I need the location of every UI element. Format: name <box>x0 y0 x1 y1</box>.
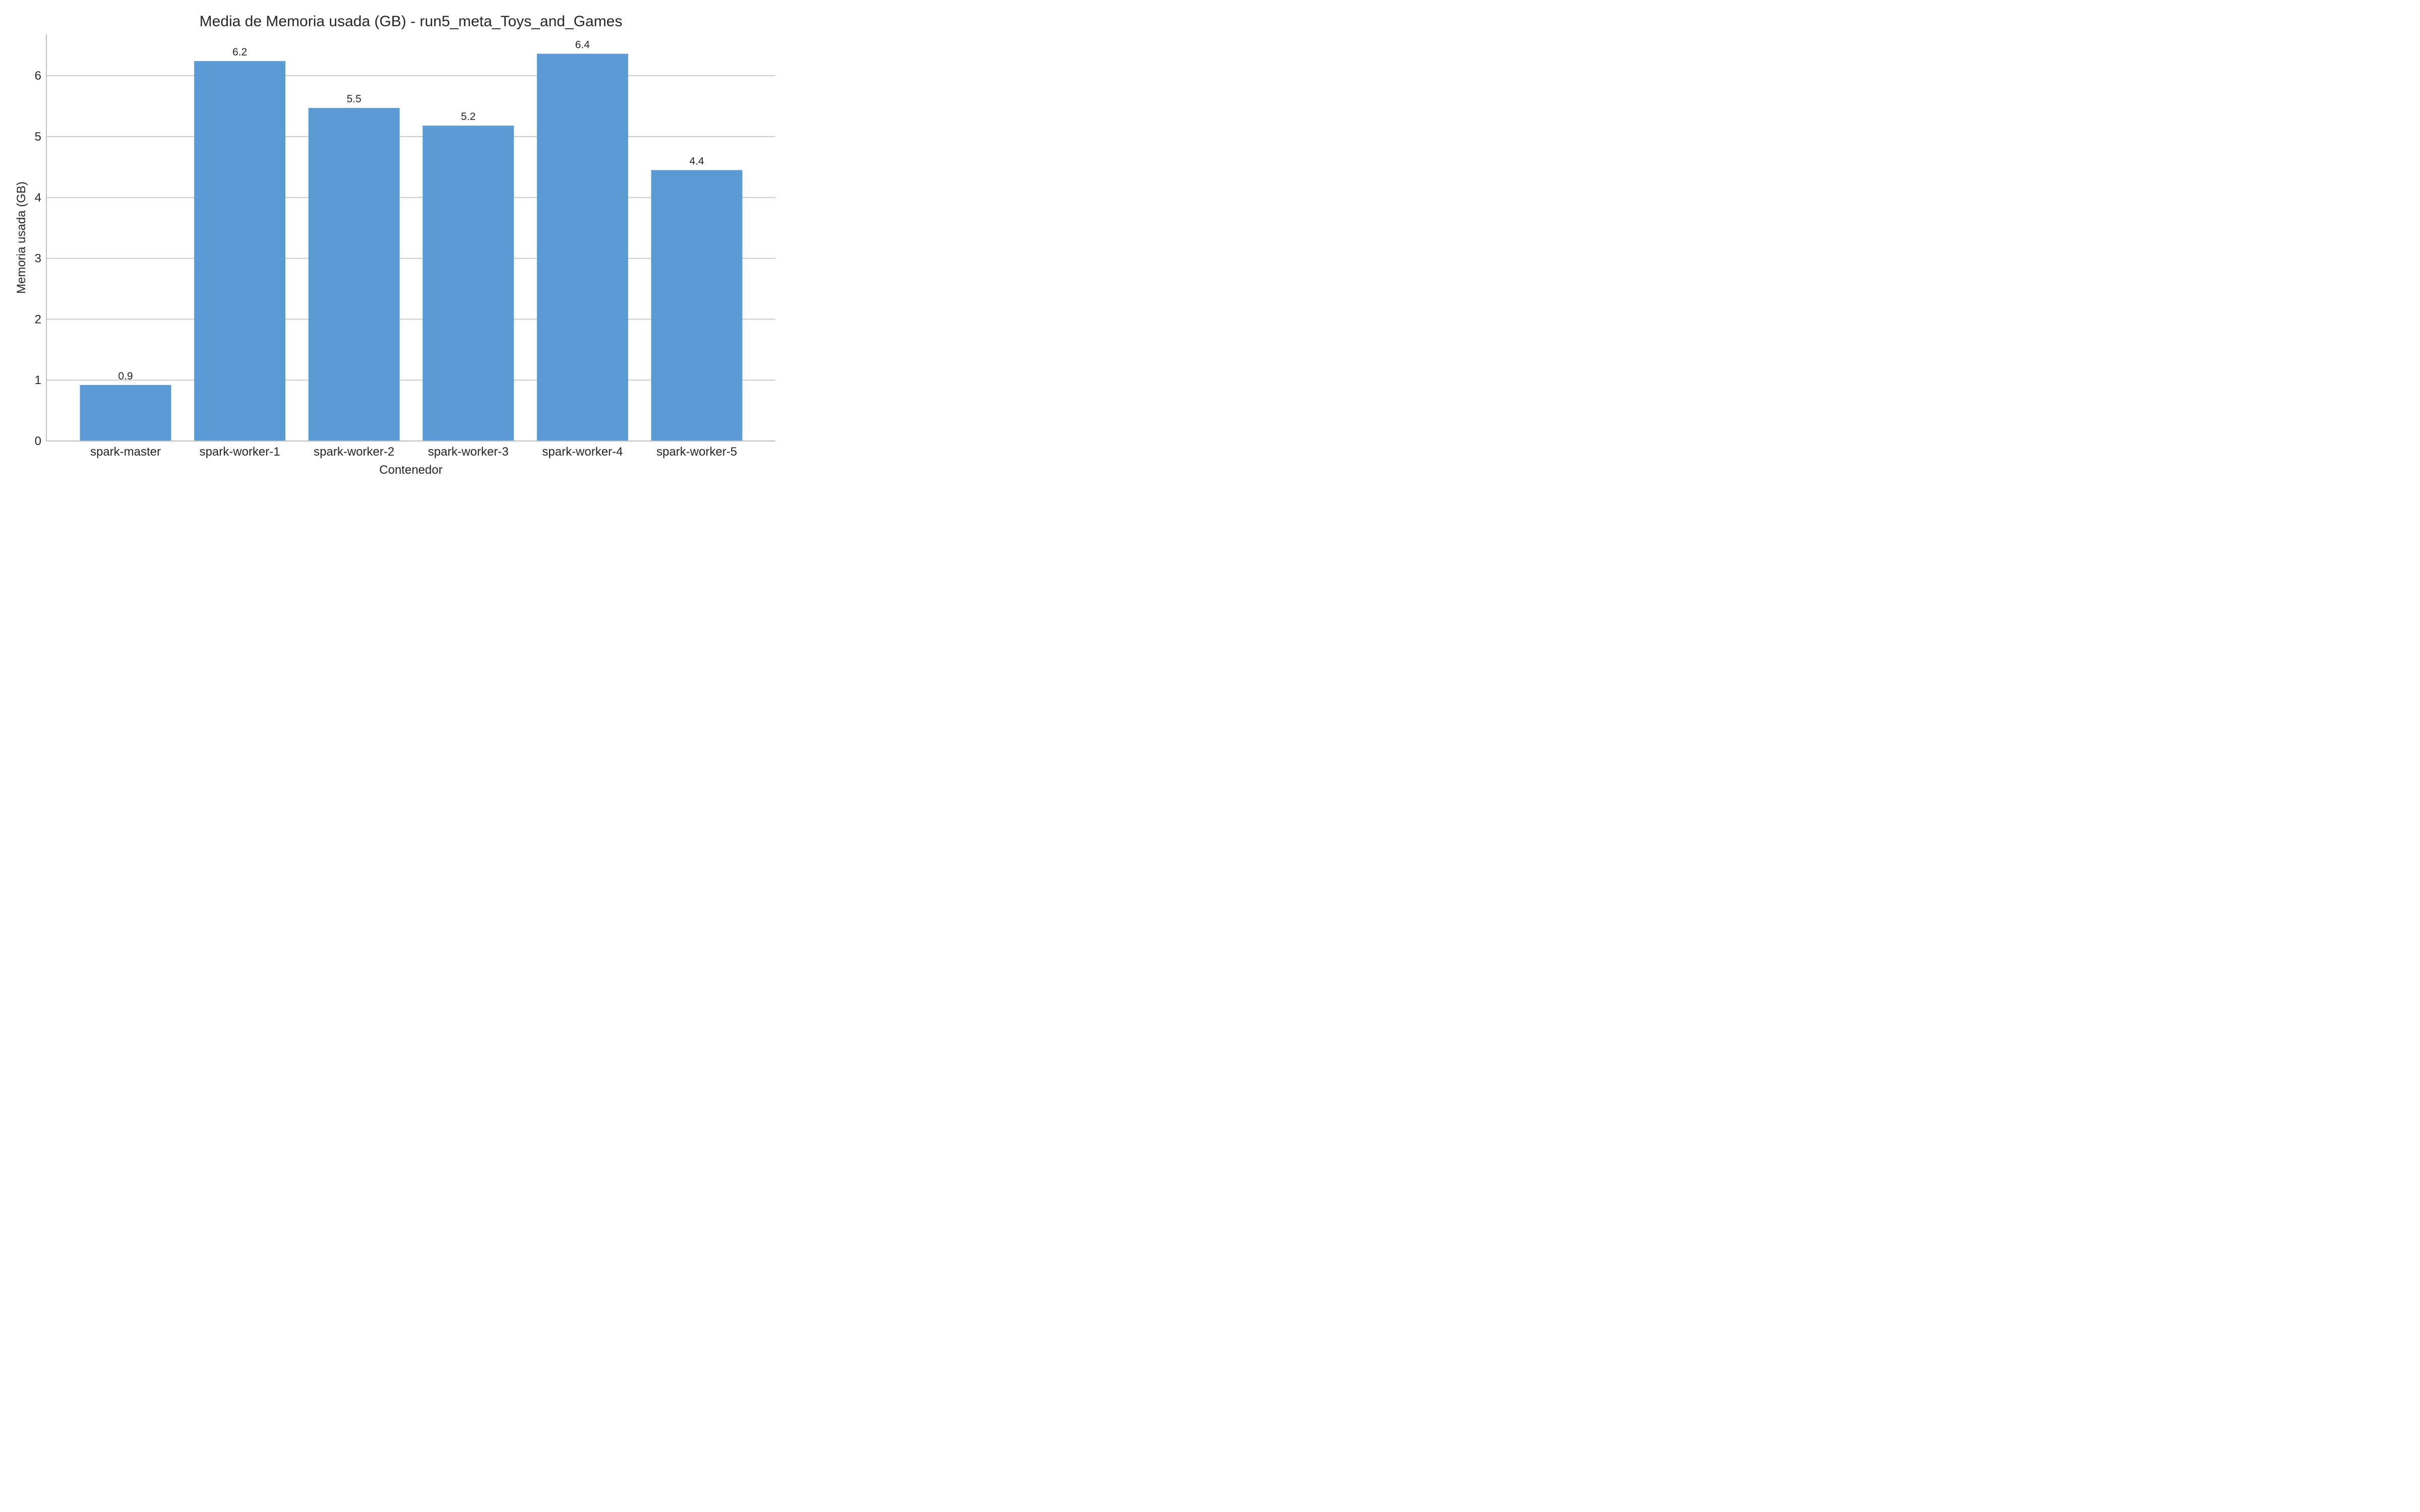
data-labels: 0.9 6.2 5.5 5.2 6.4 4.4 <box>118 39 704 382</box>
x-tick-label: spark-worker-3 <box>428 445 509 459</box>
y-tick-label: 2 <box>35 312 41 326</box>
x-tick-label: spark-master <box>90 445 161 459</box>
y-tick-label: 5 <box>35 130 41 144</box>
data-label: 6.2 <box>232 46 247 58</box>
x-tick-label: spark-worker-2 <box>314 445 394 459</box>
bar-spark-worker-4 <box>536 53 628 441</box>
bar-spark-worker-1 <box>194 61 286 441</box>
bar-spark-master <box>80 385 171 441</box>
y-axis-title: Memoria usada (GB) <box>15 181 28 294</box>
chart-title: Media de Memoria usada (GB) - run5_meta_… <box>200 13 623 30</box>
bar-spark-worker-5 <box>651 170 743 441</box>
x-tick-label: spark-worker-1 <box>200 445 280 459</box>
bars <box>80 53 743 441</box>
data-label: 4.4 <box>689 155 704 167</box>
y-tick-label: 0 <box>35 434 41 448</box>
data-label: 0.9 <box>118 370 133 382</box>
data-label: 5.2 <box>461 111 475 122</box>
axes <box>46 34 775 442</box>
data-label: 6.4 <box>575 39 590 51</box>
bar-spark-worker-2 <box>308 108 400 441</box>
x-tick-label: spark-worker-4 <box>542 445 623 459</box>
y-tick-label: 4 <box>35 191 41 205</box>
y-tick-label: 1 <box>35 373 41 387</box>
y-tick-label: 3 <box>35 252 41 266</box>
data-label: 5.5 <box>347 93 361 105</box>
x-tick-labels: spark-master spark-worker-1 spark-worker-2… <box>90 445 737 459</box>
x-tick-label: spark-worker-5 <box>656 445 737 459</box>
y-tick-labels: 0 1 2 3 4 5 6 <box>35 69 41 448</box>
x-axis-title: Contenedor <box>379 463 442 477</box>
bar-spark-worker-3 <box>422 125 514 441</box>
y-tick-label: 6 <box>35 69 41 83</box>
